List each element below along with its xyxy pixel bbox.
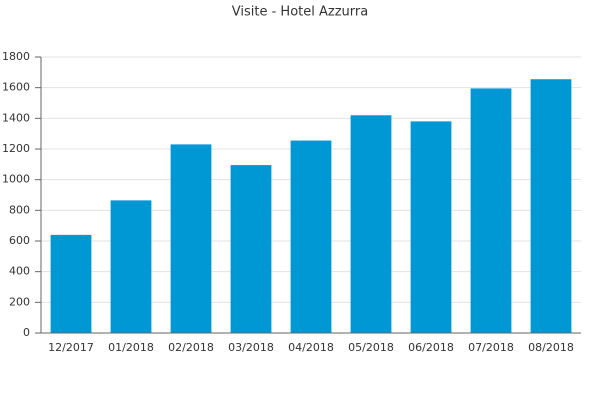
x-tick-label: 07/2018 (468, 341, 514, 354)
y-tick-label: 1600 (2, 81, 30, 94)
x-tick-label: 05/2018 (348, 341, 394, 354)
bar (410, 121, 452, 334)
x-tick-label: 06/2018 (408, 341, 454, 354)
y-tick-label: 1200 (2, 142, 30, 155)
x-tick-label: 02/2018 (168, 341, 214, 354)
x-tick-label: 12/2017 (48, 341, 94, 354)
y-tick-label: 1400 (2, 111, 30, 124)
bar (290, 140, 332, 333)
bar (350, 115, 392, 334)
y-tick-label: 1800 (2, 50, 30, 63)
bar (170, 144, 212, 333)
y-tick-label: 800 (9, 203, 30, 216)
x-tick-label: 03/2018 (228, 341, 274, 354)
x-tick-label: 01/2018 (108, 341, 154, 354)
y-tick-label: 600 (9, 234, 30, 247)
y-tick-label: 400 (9, 265, 30, 278)
x-tick-label: 04/2018 (288, 341, 334, 354)
bar (110, 200, 152, 333)
bar (470, 88, 512, 333)
y-tick-label: 200 (9, 295, 30, 308)
bar (50, 234, 92, 333)
bar (230, 165, 272, 333)
x-tick-label: 08/2018 (528, 341, 574, 354)
y-tick-label: 1000 (2, 173, 30, 186)
y-tick-label: 0 (23, 326, 30, 339)
chart-title: Visite - Hotel Azzurra (232, 5, 368, 20)
bar (530, 79, 572, 333)
